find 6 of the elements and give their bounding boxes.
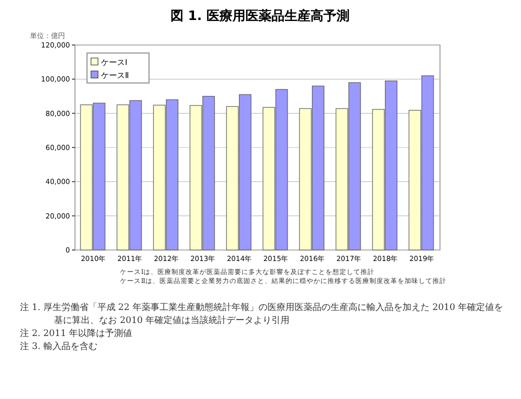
- chart-title: 図 1. 医療用医薬品生産高予測: [170, 8, 350, 24]
- legend-label: ケースⅡ: [101, 71, 129, 80]
- text: 注 3. 輸入品を含む: [20, 341, 98, 354]
- text: 注 1. 厚生労働省「平成 22 年薬事工業生産動態統計年報」の医療用医薬品の生産高に輸入品を加えた 2010 年確定値を基に算出、なお 2010 年確定値は当該統計データより引用: [20, 302, 504, 328]
- text: 注 2. 2011 年以降は予測値: [20, 328, 134, 341]
- legend-label: ケースⅠ: [101, 58, 128, 67]
